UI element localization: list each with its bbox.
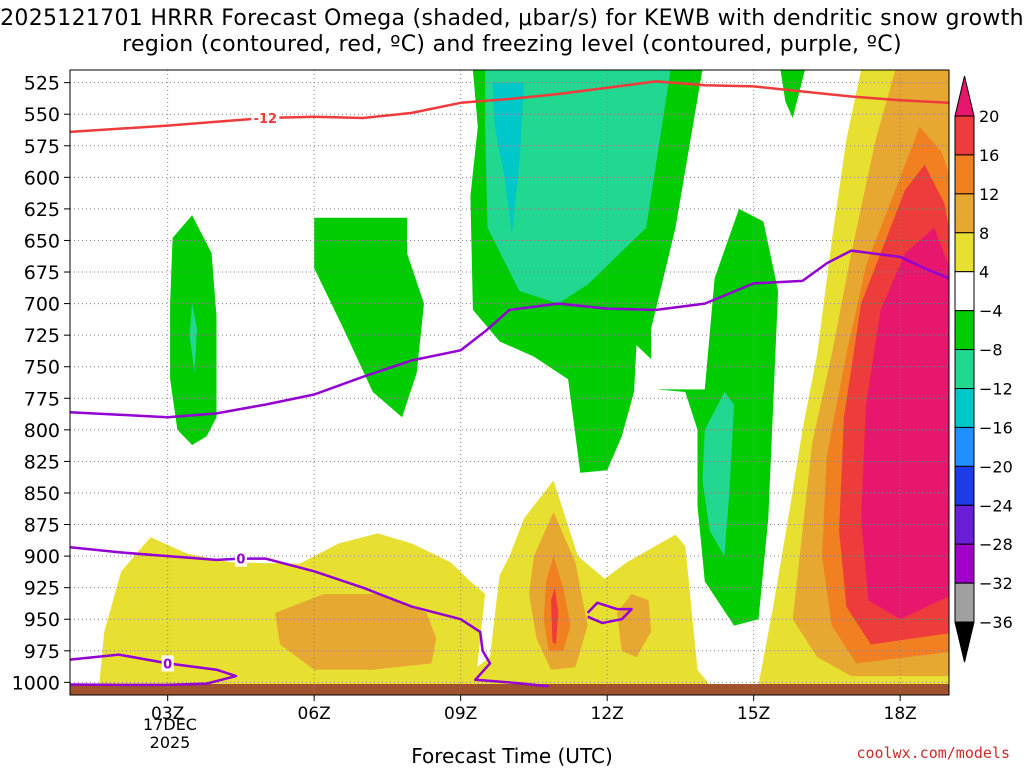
colorbar-label-9: −20	[979, 457, 1013, 476]
contour-line-4	[586, 601, 633, 625]
y-tick-label-800: 800	[24, 420, 60, 442]
colorbar-label-8: −16	[979, 418, 1013, 437]
omega-region-19	[543, 556, 571, 651]
colorbar-bin-8	[954, 388, 975, 428]
y-tick-label-825: 825	[24, 451, 60, 473]
y-tick-label-1000: 1000	[12, 672, 60, 694]
contour-label-bg-0	[251, 109, 280, 126]
y-tick-label-875: 875	[24, 515, 60, 537]
y-tick-label-600: 600	[24, 167, 60, 189]
omega-region-20	[551, 587, 559, 645]
date-day: 17DEC	[143, 715, 197, 734]
y-axis: 525 550 575 600 625 650 675 700 725 750 775 800 825 8…	[12, 73, 70, 694]
omega-region-6	[492, 82, 525, 235]
colorbar-bin-14	[954, 621, 975, 663]
omega-region-8	[702, 392, 735, 557]
x-axis-label: Forecast Time (UTC)	[411, 744, 613, 768]
colorbar-label-7: −12	[979, 380, 1013, 399]
ground-surface	[70, 684, 949, 695]
y-tick-label-925: 925	[24, 578, 60, 600]
x-tick-label-15Z: 15Z	[737, 704, 770, 724]
colorbar-bin-11	[954, 504, 975, 545]
colorbar-bin-3	[954, 193, 975, 234]
y-tick-label-725: 725	[24, 325, 60, 347]
colorbar-bin-0	[954, 75, 975, 117]
x-tick-label-18Z: 18Z	[884, 704, 917, 724]
omega-region-17	[275, 594, 437, 670]
contour-label-bg-3	[161, 655, 174, 672]
x-tick-label-12Z: 12Z	[591, 704, 624, 724]
x-tick-label-09Z: 09Z	[444, 704, 477, 724]
colorbar-label-6: −8	[979, 341, 1003, 360]
plot-frame	[69, 69, 950, 696]
contour-label-3: 0	[163, 657, 172, 672]
contour-label-0: -12	[254, 112, 278, 127]
colorbar-bin-4	[954, 232, 975, 273]
colorbar-label-0: 20	[979, 107, 999, 126]
colorbar-bin-5	[954, 271, 975, 312]
y-tick-label-750: 750	[24, 357, 60, 379]
colorbar-label-3: 8	[979, 224, 989, 243]
y-tick-label-900: 900	[24, 546, 60, 568]
colorbar-bin-9	[954, 426, 975, 467]
credit-text: coolwx.com/models	[856, 744, 1010, 762]
colorbar-bin-6	[954, 310, 975, 351]
x-tick-label-06Z: 06Z	[298, 704, 331, 724]
chart-title: 2025121701 HRRR Forecast Omega (shaded, …	[0, 6, 1024, 57]
y-tick-label-975: 975	[24, 641, 60, 663]
colorbar-bin-2	[954, 154, 975, 195]
gridlines	[70, 70, 949, 695]
y-tick-label-550: 550	[24, 104, 60, 126]
date-year: 2025	[149, 733, 191, 752]
contour-line-3	[70, 653, 238, 687]
omega-region-14	[861, 227, 949, 620]
colorbar-bin-13	[954, 582, 975, 623]
y-tick-label-575: 575	[24, 136, 60, 158]
contour-label-bg-2	[234, 550, 247, 567]
contour-line-2	[70, 546, 549, 688]
omega-region-3	[314, 217, 424, 418]
contour-line-0	[70, 80, 949, 134]
omega-shading	[99, 70, 949, 685]
y-tick-label-625: 625	[24, 199, 60, 221]
y-tick-label-525: 525	[24, 73, 60, 95]
x-tick-label-03Z: 03Z	[151, 704, 184, 724]
colorbar-label-10: −24	[979, 496, 1013, 515]
omega-region-2	[189, 303, 197, 373]
contour-line-1	[70, 249, 949, 419]
colorbar-label-11: −28	[979, 535, 1013, 554]
colorbar-bin-7	[954, 349, 975, 390]
colorbar-label-2: 12	[979, 185, 999, 204]
y-tick-label-950: 950	[24, 609, 60, 631]
colorbar: 20 16 12 8 4 −4 −8 −12 −16 −20 −24 −28 −32 −36	[954, 75, 1013, 663]
colorbar-bin-12	[954, 543, 975, 584]
colorbar-bin-1	[954, 115, 975, 156]
y-tick-label-775: 775	[24, 388, 60, 410]
x-axis: 03Z 06Z 09Z 12Z 15Z 18Z	[151, 695, 917, 724]
y-tick-label-850: 850	[24, 483, 60, 505]
omega-region-9	[780, 70, 805, 118]
colorbar-label-1: 16	[979, 146, 999, 165]
colorbar-bin-10	[954, 465, 975, 506]
y-tick-label-675: 675	[24, 262, 60, 284]
colorbar-label-12: −32	[979, 574, 1013, 593]
omega-region-5	[485, 70, 671, 304]
y-tick-label-700: 700	[24, 294, 60, 316]
y-tick-label-650: 650	[24, 230, 60, 252]
colorbar-label-4: 4	[979, 263, 989, 282]
colorbar-label-5: −4	[979, 302, 1003, 321]
contour-label-2: 0	[236, 553, 245, 568]
colorbar-label-13: −36	[979, 613, 1013, 632]
